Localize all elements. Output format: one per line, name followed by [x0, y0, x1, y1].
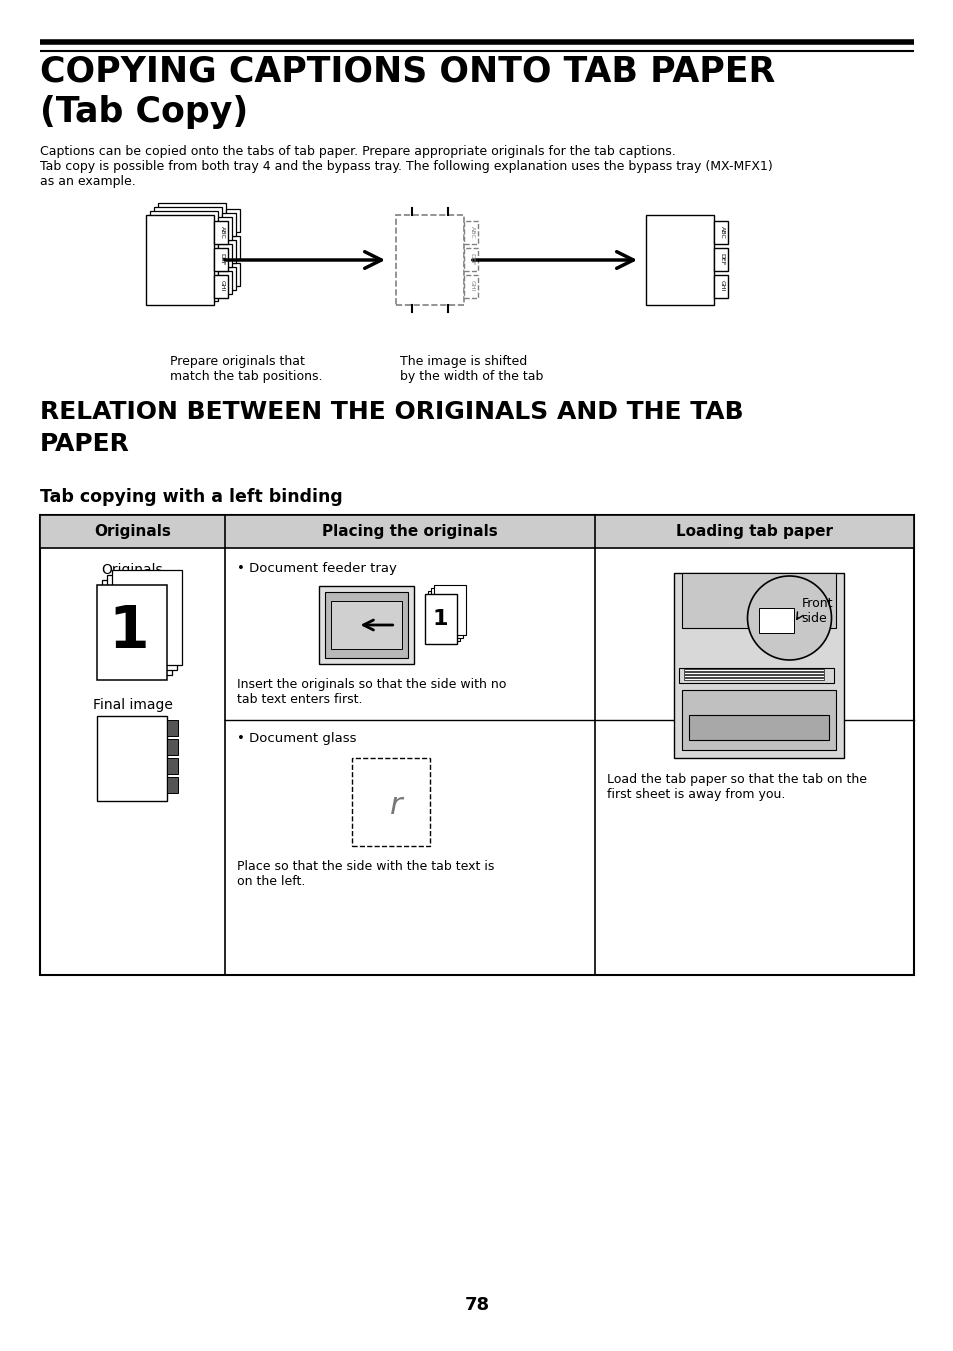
- Text: DEF: DEF: [469, 253, 474, 265]
- Text: (Tab Copy): (Tab Copy): [40, 95, 248, 128]
- Text: Front
side: Front side: [801, 597, 832, 626]
- Bar: [222, 213, 235, 236]
- Bar: [97, 716, 168, 801]
- Bar: [684, 676, 823, 677]
- Text: Placing the originals: Placing the originals: [322, 524, 497, 539]
- Bar: [713, 222, 727, 245]
- Text: Final image: Final image: [92, 698, 172, 712]
- Text: Prepare originals that
match the tab positions.: Prepare originals that match the tab pos…: [170, 355, 322, 382]
- Text: The image is shifted
by the width of the tab: The image is shifted by the width of the…: [399, 355, 543, 382]
- Bar: [226, 209, 240, 232]
- Text: Captions can be copied onto the tabs of tab paper. Prepare appropriate originals: Captions can be copied onto the tabs of …: [40, 145, 675, 158]
- Bar: [430, 588, 462, 638]
- Bar: [222, 240, 235, 263]
- Bar: [168, 758, 178, 774]
- Text: • Document glass: • Document glass: [236, 732, 356, 744]
- Text: Tab copy is possible from both tray 4 and the bypass tray. The following explana: Tab copy is possible from both tray 4 an…: [40, 159, 772, 173]
- Bar: [168, 720, 178, 736]
- Bar: [146, 215, 213, 305]
- Bar: [434, 585, 465, 635]
- Bar: [352, 758, 430, 846]
- Bar: [424, 594, 456, 644]
- Bar: [226, 236, 240, 259]
- Bar: [218, 218, 232, 240]
- Bar: [463, 222, 477, 245]
- Bar: [645, 215, 713, 305]
- Text: Originals: Originals: [94, 524, 171, 539]
- Bar: [218, 272, 232, 295]
- Circle shape: [747, 576, 831, 661]
- Text: 1: 1: [108, 604, 149, 661]
- Bar: [218, 245, 232, 267]
- Bar: [108, 576, 177, 670]
- Text: r: r: [390, 792, 402, 820]
- Text: Loading tab paper: Loading tab paper: [676, 524, 832, 539]
- Bar: [681, 690, 836, 750]
- Text: Load the tab paper so that the tab on the
first sheet is away from you.: Load the tab paper so that the tab on th…: [606, 773, 866, 801]
- Bar: [213, 276, 228, 299]
- Bar: [331, 601, 401, 648]
- Bar: [395, 215, 463, 305]
- Bar: [226, 263, 240, 286]
- Bar: [681, 573, 836, 628]
- Bar: [713, 276, 727, 299]
- Bar: [684, 678, 823, 680]
- Bar: [97, 585, 168, 680]
- Text: as an example.: as an example.: [40, 176, 135, 188]
- Bar: [150, 211, 218, 301]
- Bar: [427, 590, 459, 640]
- Bar: [40, 515, 913, 975]
- Bar: [684, 671, 823, 674]
- Bar: [222, 267, 235, 290]
- Bar: [158, 203, 226, 293]
- Text: ABC: ABC: [469, 226, 474, 238]
- Bar: [318, 586, 414, 663]
- Bar: [463, 249, 477, 272]
- Text: • Document feeder tray: • Document feeder tray: [236, 562, 396, 576]
- Bar: [689, 715, 828, 740]
- Text: ABC: ABC: [219, 226, 224, 238]
- Bar: [40, 515, 913, 549]
- Bar: [759, 608, 794, 634]
- Text: 78: 78: [464, 1296, 489, 1315]
- Text: DEF: DEF: [219, 253, 224, 265]
- Text: RELATION BETWEEN THE ORIGINALS AND THE TAB: RELATION BETWEEN THE ORIGINALS AND THE T…: [40, 400, 742, 424]
- Bar: [713, 249, 727, 272]
- Bar: [213, 249, 228, 272]
- Polygon shape: [679, 667, 834, 684]
- Text: 1: 1: [433, 609, 448, 630]
- Text: GHI: GHI: [219, 280, 224, 292]
- Bar: [112, 570, 182, 665]
- Text: Insert the originals so that the side with no
tab text enters first.: Insert the originals so that the side wi…: [236, 678, 506, 707]
- Text: Tab copying with a left binding: Tab copying with a left binding: [40, 488, 342, 507]
- Bar: [102, 580, 172, 676]
- Bar: [674, 573, 843, 758]
- Text: ABC: ABC: [719, 226, 723, 238]
- Bar: [324, 592, 407, 658]
- Text: Place so that the side with the tab text is
on the left.: Place so that the side with the tab text…: [236, 861, 494, 888]
- Bar: [168, 739, 178, 755]
- Text: GHI: GHI: [719, 280, 723, 292]
- Bar: [153, 207, 222, 297]
- Bar: [213, 222, 228, 245]
- Bar: [168, 777, 178, 793]
- Bar: [463, 276, 477, 299]
- Text: GHI: GHI: [469, 280, 474, 292]
- Bar: [684, 669, 823, 671]
- Text: DEF: DEF: [719, 253, 723, 265]
- Text: Originals: Originals: [102, 563, 163, 577]
- Text: COPYING CAPTIONS ONTO TAB PAPER: COPYING CAPTIONS ONTO TAB PAPER: [40, 55, 775, 89]
- Text: PAPER: PAPER: [40, 432, 130, 457]
